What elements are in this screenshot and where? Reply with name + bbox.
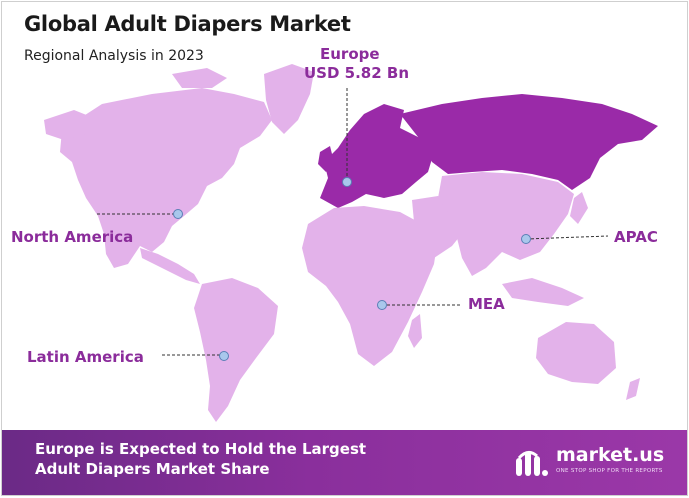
world-map <box>44 64 658 422</box>
marker-europe <box>342 177 352 187</box>
footer-headline: Europe is Expected to Hold the Largest A… <box>35 440 367 478</box>
latin-america-label: Latin America <box>27 348 144 366</box>
region-sea-islands <box>502 278 584 306</box>
brand-logo: market.us ONE STOP SHOP FOR THE REPORTS <box>513 444 683 484</box>
region-alaska <box>44 110 94 140</box>
region-arctic-islands <box>172 68 227 88</box>
region-russia <box>400 94 658 190</box>
region-japan <box>570 192 588 224</box>
brand-tagline: ONE STOP SHOP FOR THE REPORTS <box>556 468 663 474</box>
region-central-america <box>140 248 200 284</box>
region-africa <box>302 206 438 366</box>
region-new-zealand <box>626 378 640 400</box>
region-south-america <box>194 278 278 422</box>
north-america-label: North America <box>11 228 134 246</box>
brand-name: market.us <box>556 444 665 466</box>
market-us-logo-icon <box>516 451 548 476</box>
footer-banner: Europe is Expected to Hold the Largest A… <box>2 430 687 495</box>
region-asia <box>438 172 574 276</box>
connector-apac <box>525 235 609 240</box>
region-australia <box>536 322 616 384</box>
page-title: Global Adult Diapers Market <box>24 12 351 36</box>
page-subtitle: Regional Analysis in 2023 <box>24 48 204 64</box>
mea-label: MEA <box>468 295 505 313</box>
region-north-america <box>60 88 272 268</box>
marker-latin-america <box>219 351 229 361</box>
region-madagascar <box>408 314 422 348</box>
region-greenland <box>264 64 314 134</box>
region-uk <box>318 146 334 172</box>
apac-label: APAC <box>614 228 658 246</box>
marker-mea <box>377 300 387 310</box>
europe-label: Europe <box>320 45 380 63</box>
marker-north-america <box>173 209 183 219</box>
europe-value: USD 5.82 Bn <box>304 64 409 82</box>
marker-apac <box>521 234 531 244</box>
